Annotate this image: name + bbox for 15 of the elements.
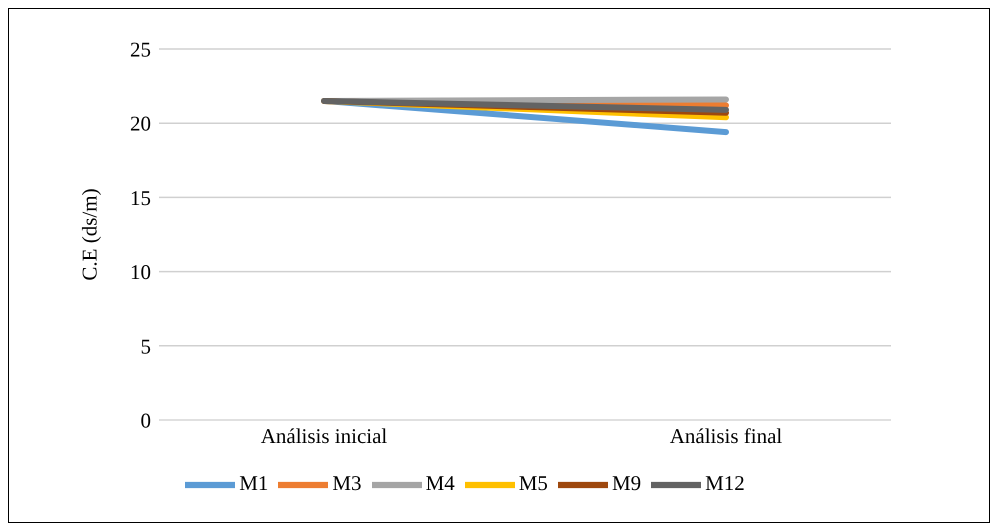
legend-label: M9 — [612, 470, 642, 495]
x-tick-label: Análisis final — [670, 424, 782, 448]
legend-label: M4 — [426, 470, 455, 495]
legend-label: M12 — [705, 470, 745, 495]
legend-label: M1 — [239, 470, 268, 495]
y-axis-title: C.E (ds/m) — [77, 188, 102, 281]
y-tick-label: 10 — [130, 260, 151, 284]
y-tick-label: 20 — [130, 112, 151, 136]
y-tick-label: 0 — [140, 408, 151, 432]
y-tick-label: 15 — [130, 186, 151, 210]
legend-label: M3 — [332, 470, 362, 495]
y-tick-label: 25 — [130, 37, 151, 62]
y-tick-label: 5 — [140, 334, 151, 358]
x-tick-label: Análisis inicial — [260, 424, 388, 448]
legend-label: M5 — [518, 470, 548, 495]
